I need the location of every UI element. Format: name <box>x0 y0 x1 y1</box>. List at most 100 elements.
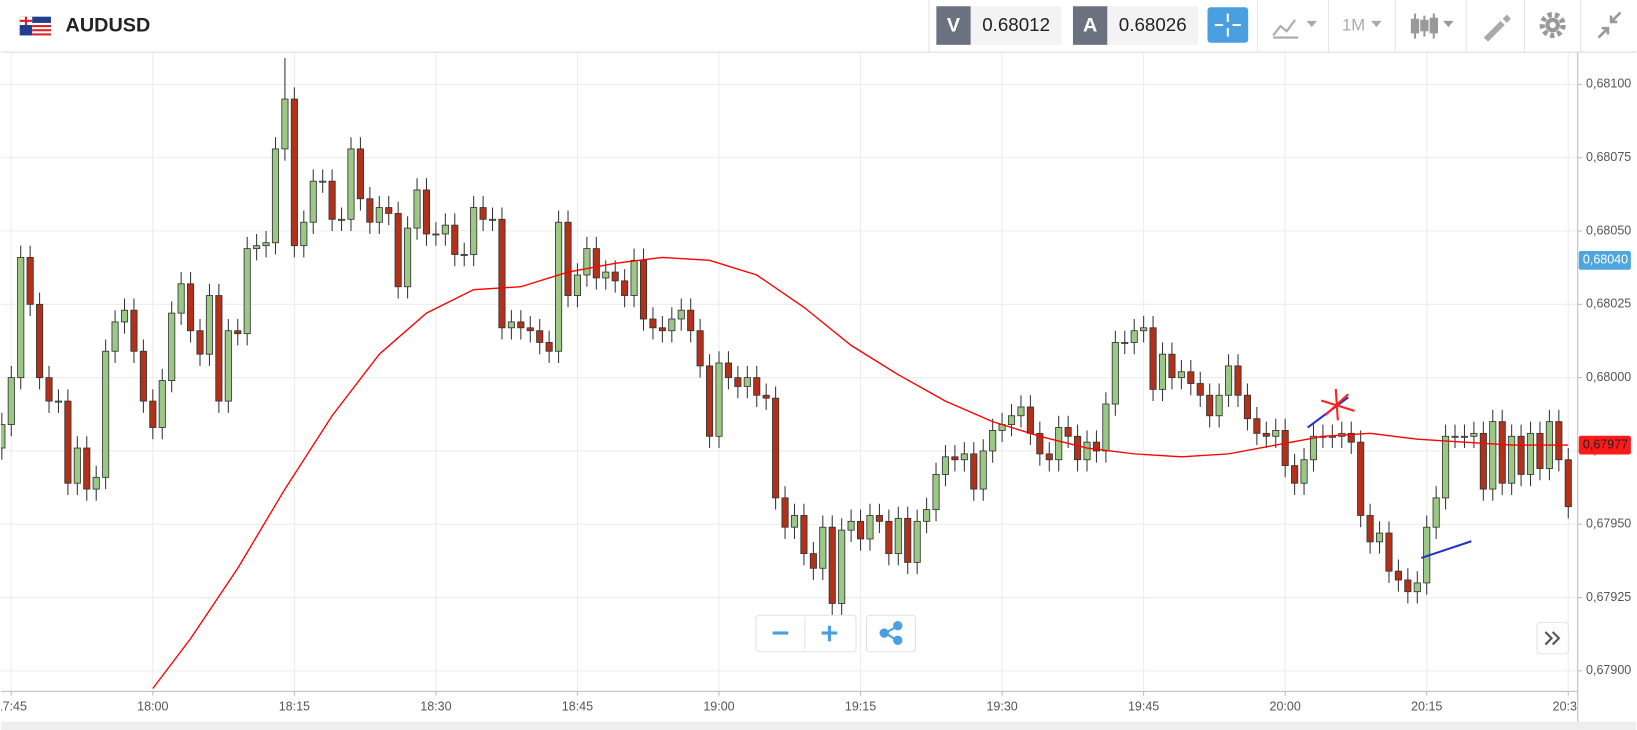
candle-body <box>1555 421 1563 461</box>
bid-box[interactable] <box>970 6 1062 45</box>
candle-body <box>1536 432 1544 469</box>
candle-body <box>611 271 619 282</box>
scrollbar[interactable] <box>0 721 1637 730</box>
candle-body <box>564 221 572 296</box>
x-tick-label: 19:30 <box>986 699 1017 713</box>
zoom-controls <box>755 614 1569 655</box>
candle-body <box>1036 432 1044 455</box>
x-tick-label: 20:15 <box>1411 699 1442 713</box>
candle-body <box>602 271 610 279</box>
candle-body <box>356 148 364 200</box>
interval[interactable]: 1M <box>1342 15 1365 34</box>
candle-body <box>1243 394 1251 420</box>
candle-body <box>328 180 336 220</box>
candle-body <box>875 515 883 522</box>
candle-body <box>168 312 176 381</box>
candle-body <box>224 330 232 402</box>
settings-button[interactable] <box>1539 11 1566 39</box>
y-tick-label: 0,68075 <box>1586 150 1631 164</box>
candle-body <box>545 342 553 352</box>
candle-body <box>734 377 742 387</box>
candle-body <box>724 362 732 379</box>
candle-body <box>847 520 855 531</box>
candle-body <box>639 259 648 320</box>
candle-body <box>970 453 978 490</box>
interval-caret <box>1371 20 1382 28</box>
separators <box>1257 0 1582 53</box>
chart-type-button[interactable] <box>1272 19 1317 39</box>
candle-body <box>904 517 912 563</box>
candle-body <box>271 148 280 244</box>
candle-body <box>809 553 817 569</box>
collapse-button[interactable] <box>1597 11 1622 39</box>
candle-body <box>743 377 751 387</box>
x-tick-label: 18:15 <box>279 699 310 713</box>
share-button[interactable] <box>865 614 917 653</box>
candle-body <box>1149 327 1157 390</box>
candle-body <box>1432 497 1440 528</box>
x-tick-label: 17:45 <box>0 699 27 713</box>
candle-body <box>1375 532 1384 543</box>
candle-body <box>1055 427 1063 461</box>
toolbar: AUDUSD V 0.68012 A 0.68026 1M <box>0 0 1637 53</box>
candle-body <box>715 362 723 437</box>
candle-body <box>262 242 270 247</box>
candle-body <box>885 520 893 555</box>
ask-box[interactable] <box>1107 6 1199 45</box>
candle-body <box>375 207 383 223</box>
candle-body <box>1366 515 1374 543</box>
x-tick-label: 20:00 <box>1270 699 1301 713</box>
candle-body <box>1394 570 1402 581</box>
candle-body <box>205 295 213 355</box>
bid-label-box <box>936 6 971 45</box>
cross-marker[interactable] <box>1320 388 1355 421</box>
candle-type-button[interactable] <box>1410 13 1454 39</box>
draw-tool-button[interactable] <box>1481 14 1511 42</box>
candle-body <box>1517 435 1525 475</box>
candle-body <box>941 456 950 475</box>
candle-body <box>573 274 582 296</box>
candle-body <box>621 280 629 296</box>
x-tick-label: 19:00 <box>703 699 734 713</box>
candle-body <box>83 447 91 490</box>
candle-body <box>1470 432 1478 437</box>
candle-body <box>460 254 468 256</box>
candle-body <box>800 515 808 555</box>
candle-body <box>1121 342 1129 344</box>
zoom-in[interactable] <box>821 625 838 642</box>
candle-body <box>120 309 129 323</box>
candle-body <box>1291 465 1299 484</box>
crosshair-button[interactable] <box>1207 7 1249 43</box>
candle-body <box>1092 441 1100 452</box>
candle-body <box>517 321 525 329</box>
bid-label: V <box>947 14 961 36</box>
zoom-group <box>755 614 857 653</box>
candle-body <box>555 221 563 352</box>
candle-body <box>0 424 6 449</box>
candle-body <box>913 520 921 563</box>
candle-body <box>649 318 657 329</box>
candle-body <box>1158 353 1167 390</box>
candle-body <box>1451 435 1459 438</box>
candle-body <box>932 473 940 511</box>
candle-body <box>385 207 393 214</box>
trend-line[interactable] <box>1420 540 1472 559</box>
share-icon <box>879 621 903 646</box>
candle-body <box>630 259 638 296</box>
candle-body <box>394 213 402 288</box>
candle-body <box>26 256 34 305</box>
candle-body <box>1187 371 1195 384</box>
ask-label-box <box>1072 6 1108 45</box>
x-tick-label: 18:00 <box>137 699 168 713</box>
bid-price: 0.68012 <box>982 14 1050 35</box>
price-marker-label: 0,68040 <box>1583 253 1628 267</box>
candle-body <box>422 189 431 235</box>
candle-body <box>677 309 685 320</box>
candle-body <box>1489 421 1497 490</box>
candle-body <box>526 327 534 332</box>
candle-body <box>1206 394 1214 417</box>
candle-body <box>177 283 185 314</box>
candle-body <box>158 380 166 428</box>
